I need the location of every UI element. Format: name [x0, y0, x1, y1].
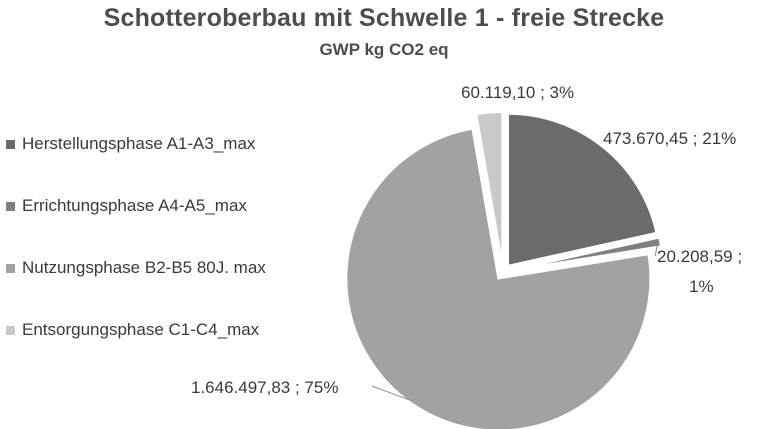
pie-slice-errichtungsphase	[510, 236, 663, 272]
chart-legend: Herstellungsphase A1-A3_max Errichtungsp…	[6, 134, 266, 382]
legend-label-herstellungsphase: Herstellungsphase A1-A3_max	[22, 134, 256, 153]
legend-item-errichtungsphase: Errichtungsphase A4-A5_max	[6, 196, 266, 216]
data-label-errichtungsphase-line2: 1%	[689, 277, 714, 296]
chart-subtitle: GWP kg CO2 eq	[319, 40, 449, 59]
pie-slice-herstellungsphase	[507, 112, 658, 268]
legend-swatch-entsorgungsphase	[6, 325, 15, 335]
legend-label-nutzungsphase: Nutzungsphase B2-B5 80J. max	[22, 258, 266, 277]
chart-title: Schotteroberbau mit Schwelle 1 - freie S…	[103, 4, 665, 32]
legend-swatch-nutzungsphase	[6, 263, 15, 273]
pie-slice-entsorgungsphase	[475, 111, 504, 265]
legend-swatch-errichtungsphase	[6, 201, 15, 211]
leader-line-nutzungsphase	[371, 385, 412, 402]
legend-item-herstellungsphase: Herstellungsphase A1-A3_max	[6, 134, 266, 154]
data-label-errichtungsphase-line1: 20.208,59 ;	[657, 247, 742, 266]
pie-slice-nutzungsphase	[345, 127, 652, 429]
legend-item-nutzungsphase: Nutzungsphase B2-B5 80J. max	[6, 258, 266, 278]
data-label-nutzungsphase: 1.646.497,83 ; 75%	[191, 378, 338, 397]
data-label-herstellungsphase: 473.670,45 ; 21%	[603, 129, 736, 148]
legend-swatch-herstellungsphase	[6, 139, 15, 149]
leader-line-errichtungsphase	[654, 242, 659, 257]
data-label-entsorgungsphase: 60.119,10 ; 3%	[461, 83, 574, 102]
legend-label-entsorgungsphase: Entsorgungsphase C1-C4_max	[22, 320, 260, 339]
legend-item-entsorgungsphase: Entsorgungsphase C1-C4_max	[6, 320, 266, 340]
legend-label-errichtungsphase: Errichtungsphase A4-A5_max	[22, 196, 247, 215]
